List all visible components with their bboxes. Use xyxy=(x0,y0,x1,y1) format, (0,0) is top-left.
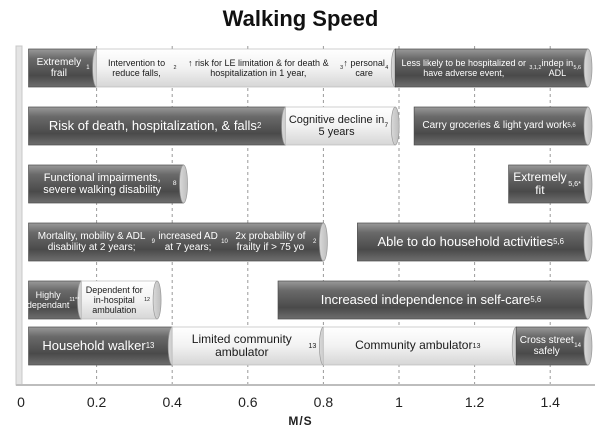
bar-end-cap xyxy=(390,106,400,146)
bar-segment xyxy=(28,48,101,88)
bar-rect xyxy=(357,222,589,262)
bar-end-cap xyxy=(152,280,162,320)
bar-segment xyxy=(323,326,521,366)
bar-segment xyxy=(81,280,162,320)
bar-end-cap xyxy=(583,326,593,366)
bar-segment xyxy=(28,164,188,204)
bar-rect xyxy=(413,106,589,146)
bar-rect xyxy=(508,164,589,204)
bar-rect xyxy=(28,280,82,320)
bar-end-cap xyxy=(319,222,328,262)
bar-end-cap xyxy=(583,48,593,88)
x-tick-label: 1.4 xyxy=(540,394,560,410)
x-tick-label: 1.2 xyxy=(464,394,485,410)
bar-segment xyxy=(28,280,86,320)
x-tick-label: 0.8 xyxy=(313,394,334,410)
bar-rect xyxy=(515,326,589,366)
x-tick-label: 1 xyxy=(395,394,403,410)
bar-rect xyxy=(277,280,589,320)
bar-rect xyxy=(28,106,286,146)
bar-rect xyxy=(28,326,173,366)
x-axis xyxy=(15,45,595,386)
bar-rect xyxy=(28,164,184,204)
bar-segment xyxy=(413,106,593,146)
bar-segment xyxy=(508,164,593,204)
bar-end-cap xyxy=(583,280,593,320)
bar-segment xyxy=(357,222,593,262)
bar-end-cap xyxy=(179,164,188,204)
bar-end-cap xyxy=(583,164,593,204)
bar-segment xyxy=(28,326,177,366)
bar-rect xyxy=(285,106,396,146)
bar-rows xyxy=(28,48,593,366)
bar-rect xyxy=(81,280,158,320)
bar-end-cap xyxy=(583,106,593,146)
x-tick-label: 0 xyxy=(17,394,25,410)
bar-segment xyxy=(28,106,290,146)
bar-rect xyxy=(28,222,324,262)
bar-rect xyxy=(171,326,324,366)
x-tick-label: 0.4 xyxy=(162,394,182,410)
x-axis-label: M/S xyxy=(288,414,313,428)
bar-rect xyxy=(394,48,589,88)
bar-segment xyxy=(285,106,400,146)
bar-rect xyxy=(323,326,517,366)
y-axis-slab xyxy=(15,45,23,386)
bar-segment xyxy=(28,222,328,262)
bar-segment xyxy=(277,280,593,320)
bar-segment xyxy=(515,326,593,366)
chart-title: Walking Speed xyxy=(222,6,379,31)
x-tick-label: 0.2 xyxy=(86,394,107,410)
bar-end-cap xyxy=(583,222,593,262)
bar-rect xyxy=(28,48,97,88)
bar-segment xyxy=(96,48,400,88)
bar-segment xyxy=(171,326,328,366)
bar-segment xyxy=(394,48,593,88)
bar-rect xyxy=(96,48,396,88)
x-tick-label: 0.6 xyxy=(238,394,258,410)
